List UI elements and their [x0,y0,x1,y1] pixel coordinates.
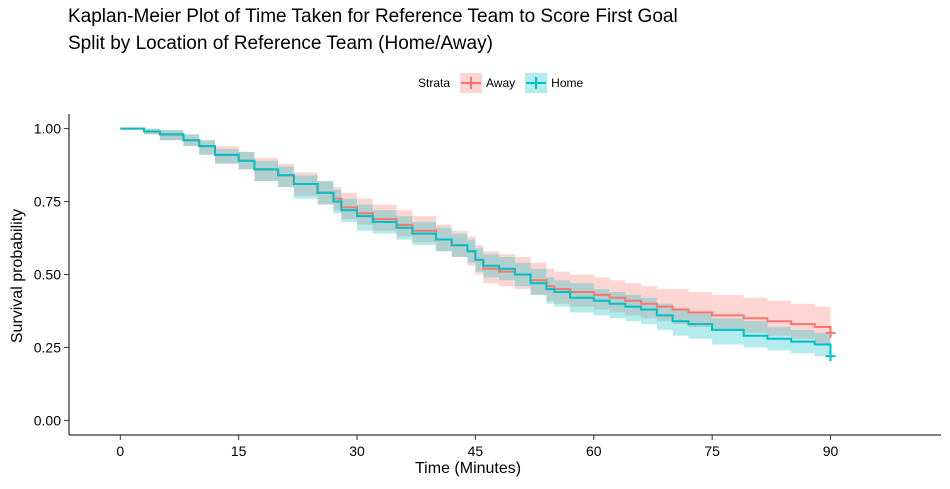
x-tick-label: 75 [704,443,720,459]
legend: Strata Away Home [418,72,587,94]
x-tick-label: 60 [586,443,602,459]
y-tick-label: 0.50 [34,267,61,283]
y-tick-label: 1.00 [34,121,61,137]
x-axis-title: Time (Minutes) [415,460,522,477]
legend-key-away [460,73,483,93]
legend-key-home [525,73,548,93]
series-line-home [120,127,832,357]
x-tick-label: 15 [231,443,247,459]
legend-title: Strata [418,76,451,90]
legend-label-home: Home [551,76,584,90]
chart-subtitle: Split by Location of Reference Team (Hom… [68,33,493,54]
legend-label-away: Away [486,76,516,90]
chart-title: Kaplan-Meier Plot of Time Taken for Refe… [68,6,678,27]
y-tick-label: 0.25 [34,339,61,355]
x-tick-label: 45 [468,443,484,459]
x-tick-label: 90 [823,443,839,459]
x-tick-label: 0 [116,443,124,459]
y-tick-label: 0.00 [34,412,61,428]
y-tick-label: 0.75 [34,194,61,210]
x-tick-label: 30 [349,443,365,459]
y-axis-title: Survival probability [9,208,26,344]
